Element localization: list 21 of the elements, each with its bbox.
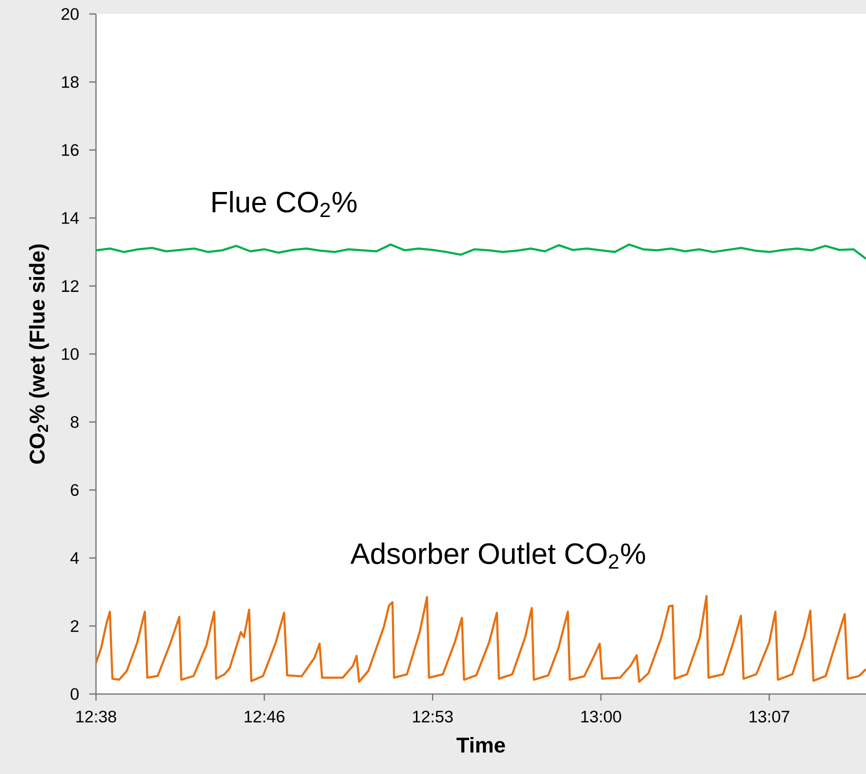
x-tick-label: 13:00 [581, 710, 622, 723]
y-tick-label: 4 [70, 552, 79, 564]
y-tick-label: 2 [70, 620, 78, 632]
y-tick-label: 14 [62, 212, 79, 224]
x-tick-label: 12:46 [244, 710, 284, 723]
x-tick-label: 12:53 [413, 710, 453, 723]
x-tick-label: 12:38 [76, 710, 116, 723]
y-tick-label: 18 [62, 76, 79, 88]
y-tick-label: 12 [62, 280, 78, 292]
x-axis-title: Time [456, 737, 505, 753]
series-label: Adsorber Outlet CO$_{2}$% [350, 542, 646, 569]
y-tick-label: 16 [62, 144, 79, 156]
y-tick-label: 0 [70, 688, 79, 700]
y-tick-label: 10 [62, 348, 79, 360]
y-tick-label: 8 [70, 416, 79, 428]
x-tick-label: 13:07 [750, 710, 790, 723]
y-tick-label: 6 [70, 484, 79, 496]
y-tick-label: 20 [62, 8, 79, 20]
line-series [94, 595, 866, 683]
series-label: Flue CO$_{2}$% [212, 190, 357, 218]
y-axis-title: CO$_{2}$% (wet (Flue side) [29, 244, 49, 464]
